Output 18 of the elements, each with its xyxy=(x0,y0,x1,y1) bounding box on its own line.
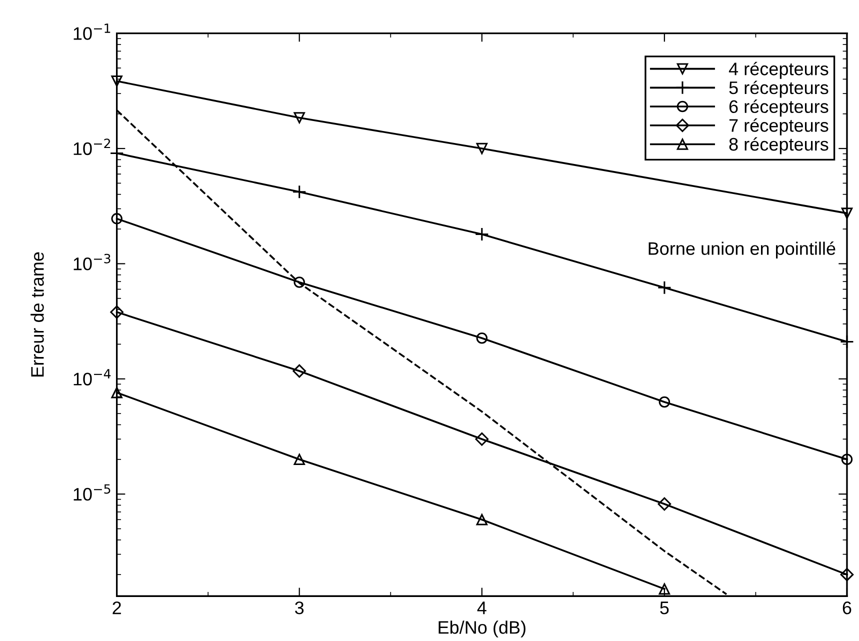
y-tick-label: 10$^{−1}$ xyxy=(74,24,110,40)
x-tick-label: 6 xyxy=(842,601,852,614)
x-axis-title: Eb/No (dB) xyxy=(438,620,526,638)
y-tick-label: 10$^{−2}$ xyxy=(74,138,110,156)
x-tick-label: 4 xyxy=(477,602,486,614)
legend-label: 8 récepteurs xyxy=(729,137,828,154)
y-axis-title: Erreur de trame xyxy=(30,252,44,376)
legend-label: 4 récepteurs xyxy=(728,62,828,79)
y-tick-label: 10$^{−4}$ xyxy=(74,369,111,386)
y-tick-label: 10$^{−3}$ xyxy=(74,254,110,270)
legend-label: 6 récepteurs xyxy=(729,100,828,117)
y-tick-label: 10$^{−5}$ xyxy=(74,484,110,501)
annotation: Borne union en pointillé xyxy=(648,241,836,259)
legend-label: 5 récepteurs xyxy=(729,80,828,98)
x-tick-label: 5 xyxy=(660,602,669,614)
x-tick-label: 3 xyxy=(295,601,304,614)
x-tick-label: 2 xyxy=(112,601,121,614)
legend-label: 7 récepteurs xyxy=(729,118,828,136)
